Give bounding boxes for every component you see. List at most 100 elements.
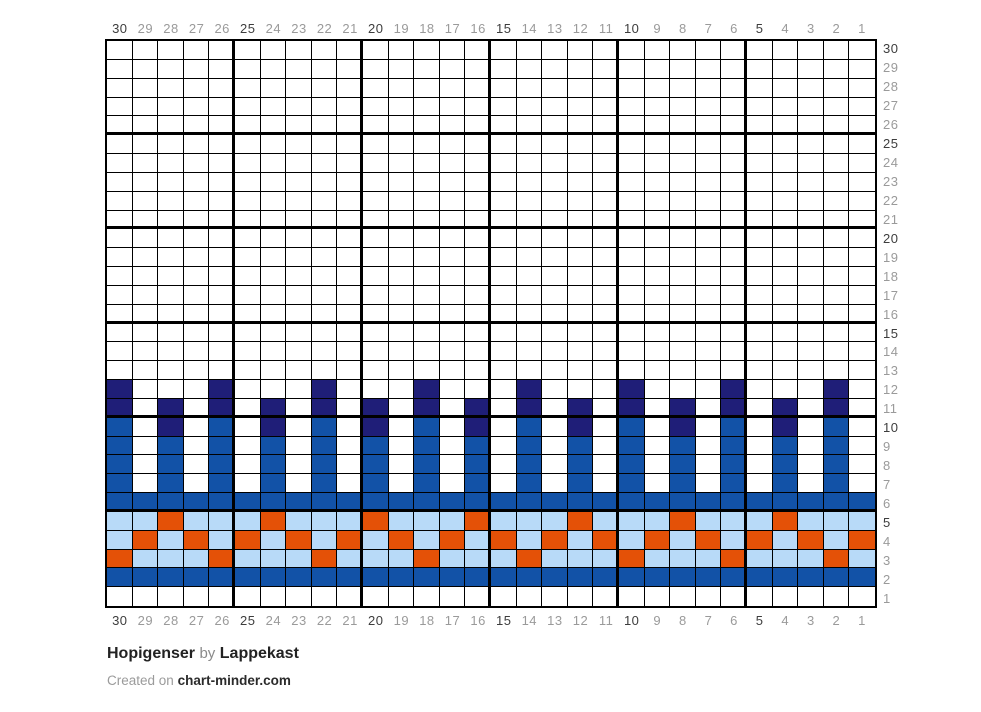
- grid-cell: [363, 493, 389, 512]
- grid-cell: [235, 474, 261, 493]
- grid-cell: [388, 304, 415, 324]
- row-label: 24: [883, 154, 899, 170]
- grid-cell: [209, 323, 235, 343]
- grid-cell: [107, 436, 133, 456]
- grid-cell: [542, 436, 568, 456]
- grid-cell: [414, 229, 440, 249]
- grid-cell: [235, 248, 261, 267]
- column-label: 24: [265, 21, 282, 36]
- column-label: 8: [678, 21, 687, 36]
- grid-cell: [465, 361, 491, 380]
- grid-cell: [747, 304, 773, 324]
- grid-cell: [158, 154, 184, 173]
- grid-cell: [286, 436, 312, 456]
- grid-cell: [132, 267, 159, 286]
- grid-cell: [107, 135, 133, 154]
- grid-cell: [567, 361, 594, 380]
- grid-cell: [747, 135, 773, 154]
- grid-cell: [516, 172, 543, 192]
- grid-cell: [260, 304, 287, 324]
- grid-cell: [158, 568, 184, 588]
- grid-cell: [721, 285, 747, 305]
- chart-title: Hopigenser: [107, 645, 196, 662]
- grid-cell: [516, 78, 543, 98]
- grid-cell: [491, 549, 517, 569]
- grid-cell: [260, 267, 287, 286]
- grid-cell: [619, 172, 645, 192]
- row-label: 25: [883, 135, 899, 151]
- grid-cell: [516, 154, 543, 173]
- row-label: 15: [883, 325, 899, 341]
- grid-cell: [849, 41, 875, 60]
- grid-cell: [695, 172, 722, 192]
- grid-cell: [439, 568, 466, 588]
- grid-cell: [286, 172, 312, 192]
- grid-cell: [107, 380, 133, 399]
- grid-cell: [158, 304, 184, 324]
- grid-cell: [337, 587, 363, 606]
- grid-cell: [567, 304, 594, 324]
- grid-cell: [388, 41, 415, 60]
- grid-cell: [772, 587, 799, 606]
- grid-cell: [747, 154, 773, 173]
- grid-cell: [798, 248, 824, 267]
- column-label: 16: [470, 613, 486, 628]
- grid-cell: [388, 135, 415, 154]
- grid-cell: [644, 587, 671, 606]
- grid-cell: [235, 361, 261, 380]
- grid-cell: [516, 493, 543, 512]
- grid-cell: [619, 568, 645, 588]
- grid-cell: [849, 154, 875, 173]
- grid-cell: [849, 549, 875, 569]
- grid-cell: [695, 380, 722, 399]
- grid-cell: [363, 304, 389, 324]
- grid-cell: [542, 210, 568, 230]
- grid-cell: [695, 587, 722, 606]
- grid-cell: [798, 530, 824, 550]
- grid-cell: [260, 530, 287, 550]
- grid-cell: [209, 172, 235, 192]
- grid-cell: [619, 530, 645, 550]
- grid-cell: [491, 285, 517, 305]
- row-label: 4: [883, 534, 891, 550]
- grid-cell: [337, 398, 363, 418]
- grid-cell: [132, 436, 159, 456]
- grid-cell: [619, 493, 645, 512]
- grid-cell: [439, 116, 466, 136]
- grid-cell: [235, 455, 261, 475]
- grid-cell: [823, 568, 850, 588]
- grid-cell: [670, 210, 696, 230]
- grid-cell: [567, 97, 594, 117]
- grid-cell: [695, 436, 722, 456]
- grid-cell: [183, 342, 210, 362]
- grid-cell: [260, 323, 287, 343]
- grid-cell: [388, 417, 415, 437]
- row-labels-right: 30 29 28 27 26 25 24 23 22 21 20 19 18 17 16 15 14 13 12 11…: [883, 39, 923, 608]
- grid-cell: [337, 191, 363, 211]
- grid-cell: [542, 587, 568, 606]
- grid-cell: [619, 474, 645, 493]
- grid-cell: [235, 41, 261, 60]
- grid-cell: [465, 568, 491, 588]
- grid-cell: [311, 474, 338, 493]
- grid-cell: [823, 41, 850, 60]
- column-label: 18: [419, 613, 435, 628]
- grid-cell: [311, 493, 338, 512]
- grid-cell: [670, 587, 696, 606]
- grid-cell: [695, 398, 722, 418]
- grid-cell: [107, 493, 133, 512]
- grid-cell: [823, 474, 850, 493]
- grid-cell: [849, 568, 875, 588]
- grid-cell: [363, 191, 389, 211]
- row-label: 7: [883, 477, 891, 493]
- grid-cell: [747, 41, 773, 60]
- grid-cell: [619, 41, 645, 60]
- grid-cell: [363, 154, 389, 173]
- grid-cell: [644, 549, 671, 569]
- row-label: 9: [883, 439, 891, 455]
- grid-cell: [209, 436, 235, 456]
- grid-cell: [542, 398, 568, 418]
- grid-cell: [311, 436, 338, 456]
- grid-cell: [465, 342, 491, 362]
- row-label: 14: [883, 344, 899, 360]
